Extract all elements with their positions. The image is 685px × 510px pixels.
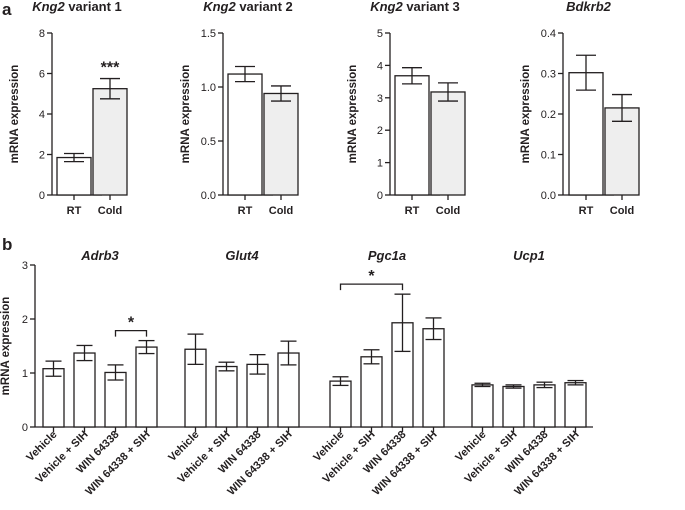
y-axis-label: mRNA expression (520, 65, 532, 164)
chart-title: Kng2 variant 3 (370, 0, 460, 14)
y-tick-label: 0 (22, 422, 28, 434)
chart-a4: Bdkrb2 mRNA expression 0.0 0.1 0.2 0.3 0.4 RT Co… (520, 0, 640, 217)
group-title: Pgc1a (368, 248, 406, 263)
bar (360, 356, 383, 428)
y-tick-label: 1 (22, 368, 28, 380)
y-tick-label: 2 (377, 125, 383, 137)
chart-title-gene: Kng2 (32, 0, 65, 14)
significance-marker: * (128, 315, 135, 332)
y-tick-label: 0.3 (541, 69, 556, 81)
y-tick-label: 0.5 (201, 136, 216, 148)
y-tick-label: 0 (39, 190, 45, 202)
y-tick-label: 1 (377, 158, 383, 170)
bar (135, 346, 158, 428)
bar-cold (92, 88, 128, 196)
chart-title: Bdkrb2 (566, 0, 612, 14)
chart-title-gene: Kng2 (203, 0, 236, 14)
panel-label-b: b (2, 235, 12, 254)
y-tick-label: 3 (22, 260, 28, 272)
chart-title-rest: variant 2 (236, 0, 293, 14)
y-tick-label: 0.0 (201, 190, 216, 202)
chart-a3: Kng2 variant 3 mRNA expression 0 1 2 3 4 5 RT Col… (347, 0, 466, 217)
x-tick-label: Cold (436, 205, 460, 217)
y-tick-label: 0.1 (541, 150, 556, 162)
bar-cold (430, 91, 466, 196)
bar-rt (227, 73, 263, 196)
x-tick-label: RT (579, 205, 594, 217)
bar (564, 382, 587, 428)
group-title: Adrb3 (80, 248, 119, 263)
x-tick-label: Cold (98, 205, 122, 217)
chart-title: Kng2 variant 1 (32, 0, 122, 14)
y-tick-label: 1.5 (201, 28, 216, 40)
charts-layer: Kng2 variant 1 mRNA expression 0 2 4 6 8 RT Cold… (0, 0, 640, 498)
y-tick-label: 8 (39, 28, 45, 40)
y-axis-label: mRNA expression (180, 65, 192, 164)
significance-bracket (339, 283, 404, 291)
x-tick-label: Cold (269, 205, 293, 217)
bar-rt (394, 75, 430, 196)
y-axis-label: mRNA expression (347, 65, 359, 164)
chart-title-rest: variant 1 (65, 0, 122, 14)
x-tick-label: RT (238, 205, 253, 217)
x-tick-label: Cold (610, 205, 634, 217)
bar (329, 380, 352, 428)
chart-title-gene: Bdkrb2 (566, 0, 612, 14)
y-tick-label: 1.0 (201, 82, 216, 94)
y-tick-label: 2 (39, 150, 45, 162)
significance-marker: *** (101, 60, 120, 77)
significance-bracket (114, 329, 148, 337)
bar-rt (56, 156, 92, 196)
y-tick-label: 4 (377, 60, 383, 72)
bar (42, 368, 65, 428)
bar-rt (568, 72, 604, 196)
bar (215, 365, 238, 428)
significance-marker: * (368, 268, 375, 285)
bar (73, 352, 96, 428)
y-tick-label: 0 (377, 190, 383, 202)
bar-cold (263, 92, 299, 196)
bar (422, 328, 445, 428)
panel-label-a: a (2, 0, 12, 19)
y-tick-label: 2 (22, 314, 28, 326)
x-tick-label: RT (67, 205, 82, 217)
x-tick-label: RT (405, 205, 420, 217)
y-tick-label: 6 (39, 69, 45, 81)
chart-title: Kng2 variant 2 (203, 0, 293, 14)
y-tick-label: 3 (377, 93, 383, 105)
bar (533, 384, 556, 428)
chart-a2: Kng2 variant 2 mRNA expression 0.0 0.5 1.0 1.… (180, 0, 299, 217)
y-tick-label: 5 (377, 28, 383, 40)
y-tick-label: 0.0 (541, 190, 556, 202)
y-tick-label: 0.4 (541, 28, 556, 40)
bar (502, 385, 525, 428)
chart-a1: Kng2 variant 1 mRNA expression 0 2 4 6 8 RT Cold… (9, 0, 128, 217)
group-title: Glut4 (225, 248, 259, 263)
chart-title-gene: Kng2 (370, 0, 403, 14)
y-tick-label: 4 (39, 109, 45, 121)
bar (471, 384, 494, 428)
y-axis-label: mRNA expression (0, 297, 12, 396)
y-tick-label: 0.2 (541, 109, 556, 121)
chart-title-rest: variant 3 (403, 0, 460, 14)
group-title: Ucp1 (513, 248, 545, 263)
y-axis-label: mRNA expression (9, 65, 21, 164)
